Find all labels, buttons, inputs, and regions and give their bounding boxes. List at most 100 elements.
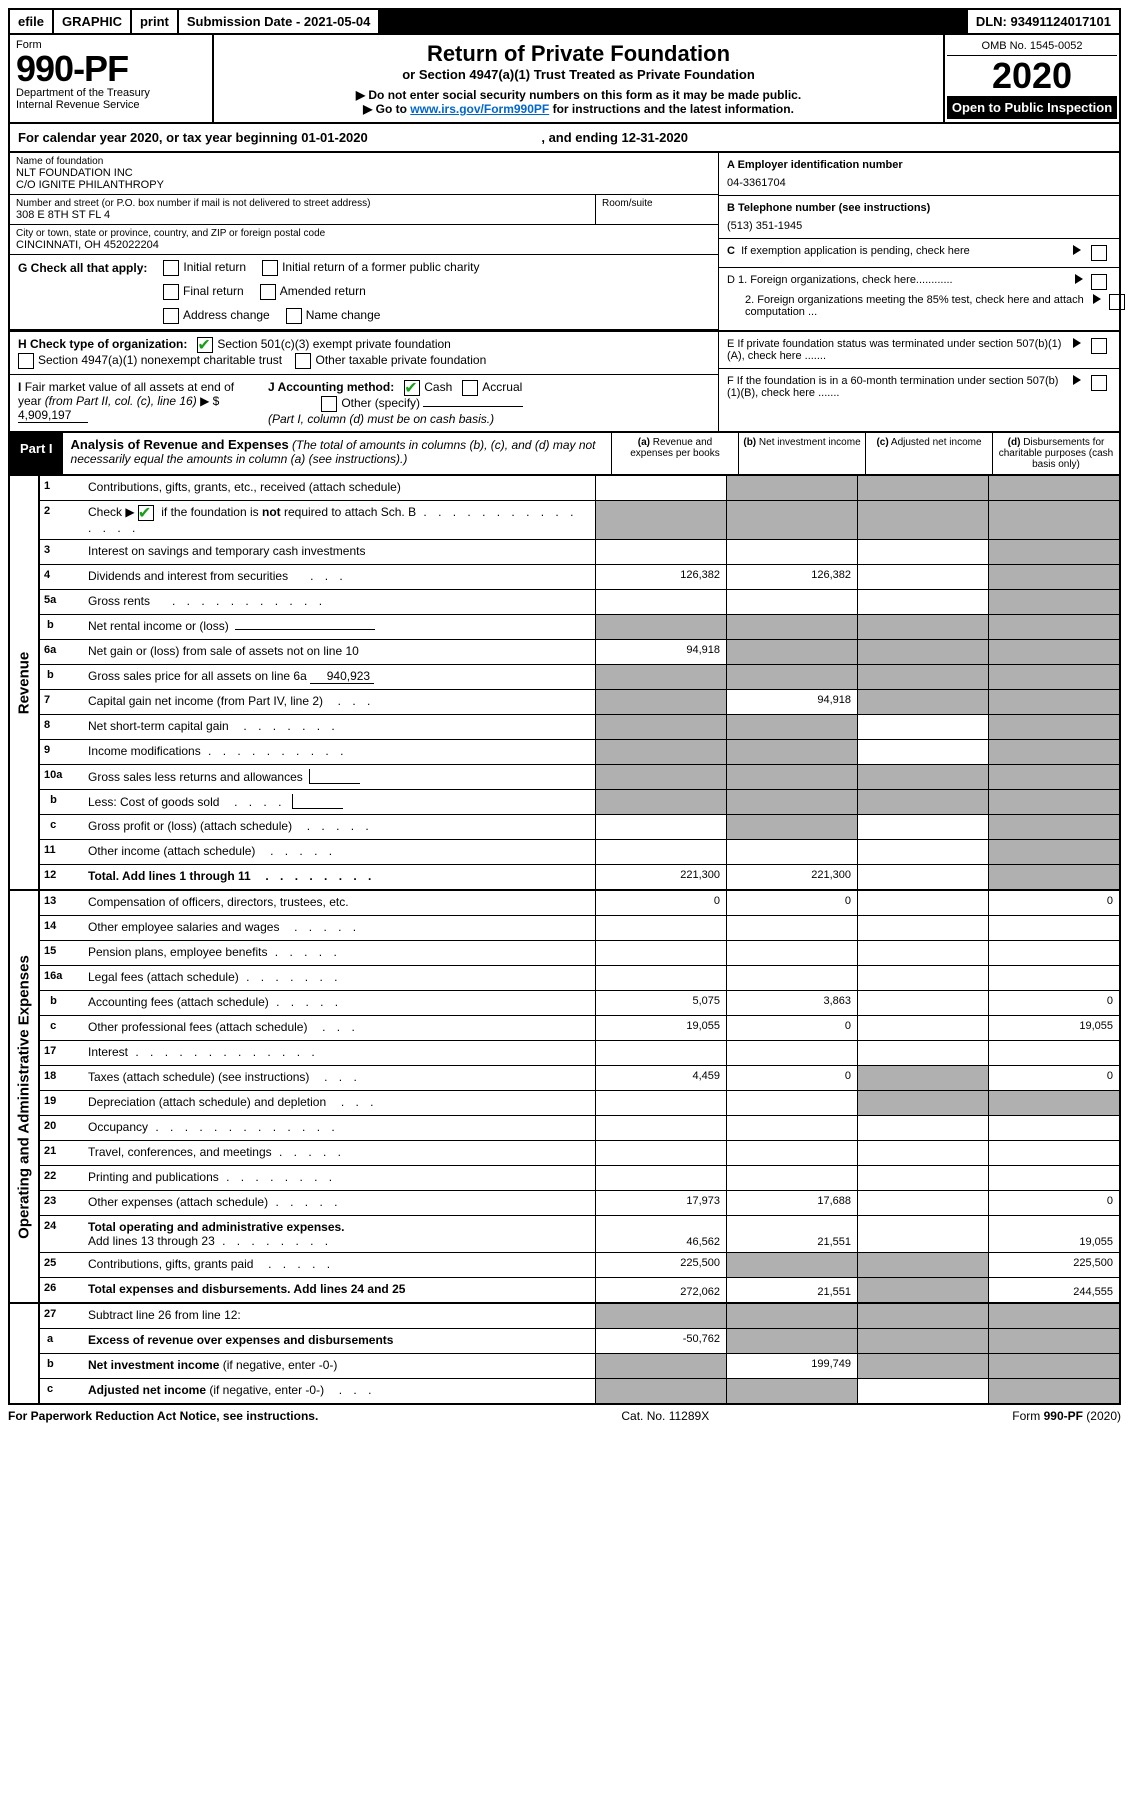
row-16c-desc: Other professional fees (attach schedule… [84, 1016, 595, 1040]
row-4-col-a: 126,382 [595, 565, 726, 589]
checkbox-initial-former[interactable] [262, 260, 278, 276]
checkbox-501c3[interactable] [197, 337, 213, 353]
identification-grid: Name of foundation NLT FOUNDATION INC C/… [8, 153, 1121, 332]
row-17-desc: Interest . . . . . . . . . . . . . [84, 1041, 595, 1065]
row-24-col-a: 46,562 [595, 1216, 726, 1252]
phone-label: B Telephone number (see instructions) [727, 202, 1111, 214]
irs-label: Internal Revenue Service [16, 99, 206, 111]
room-suite-label: Room/suite [602, 198, 712, 209]
row-13-col-d: 0 [988, 891, 1119, 915]
row-18-col-b: 0 [726, 1066, 857, 1090]
row-27b-col-b: 199,749 [726, 1354, 857, 1378]
form-subtitle: or Section 4947(a)(1) Trust Treated as P… [220, 67, 937, 82]
col-a-header: (a) Revenue and expenses per books [611, 433, 738, 474]
row-12-col-b: 221,300 [726, 865, 857, 889]
city-value: CINCINNATI, OH 452022204 [16, 239, 712, 251]
checkbox-f[interactable] [1091, 375, 1107, 391]
opex-table: Operating and Administrative Expenses 13… [8, 891, 1121, 1304]
row-26-desc: Total expenses and disbursements. Add li… [84, 1278, 595, 1302]
instruction-1: ▶ Do not enter social security numbers o… [220, 88, 937, 102]
row-16b-col-b: 3,863 [726, 991, 857, 1015]
row-20-desc: Occupancy . . . . . . . . . . . . . [84, 1116, 595, 1140]
efile-label[interactable]: efile [10, 10, 54, 33]
row-25-desc: Contributions, gifts, grants paid . . . … [84, 1253, 595, 1277]
section-h: H Check type of organization: Section 50… [10, 332, 718, 375]
row-13-col-a: 0 [595, 891, 726, 915]
col-c-header: (c) Adjusted net income [865, 433, 992, 474]
checkbox-cash[interactable] [404, 380, 420, 396]
part-1-header: Part I Analysis of Revenue and Expenses … [8, 433, 1121, 476]
row-23-col-d: 0 [988, 1191, 1119, 1215]
open-to-public: Open to Public Inspection [947, 96, 1117, 119]
bottom-table: 27Subtract line 26 from line 12: aExcess… [8, 1304, 1121, 1405]
checkbox-4947[interactable] [18, 353, 34, 369]
section-g: G Check all that apply: Initial return I… [10, 255, 718, 330]
omb-number: OMB No. 1545-0052 [947, 37, 1117, 56]
row-24-col-b: 21,551 [726, 1216, 857, 1252]
arrow-icon [1073, 338, 1081, 348]
print-label[interactable]: print [132, 10, 179, 33]
checkbox-name-change[interactable] [286, 308, 302, 324]
checkbox-c[interactable] [1091, 245, 1107, 261]
checkbox-amended-return[interactable] [260, 284, 276, 300]
row-12-col-a: 221,300 [595, 865, 726, 889]
phone-value: (513) 351-1945 [727, 220, 1111, 232]
checkbox-d1[interactable] [1091, 274, 1107, 290]
checkbox-d2[interactable] [1109, 294, 1125, 310]
address-label: Number and street (or P.O. box number if… [16, 198, 589, 209]
irs-link[interactable]: www.irs.gov/Form990PF [410, 102, 549, 116]
row-16c-col-b: 0 [726, 1016, 857, 1040]
section-e-text: E If private foundation status was termi… [727, 338, 1067, 362]
footer-right: Form 990-PF (2020) [1012, 1409, 1121, 1423]
row-10b-desc: Less: Cost of goods sold . . . . [84, 790, 595, 814]
row-6a-desc: Net gain or (loss) from sale of assets n… [84, 640, 595, 664]
row-6b-desc: Gross sales price for all assets on line… [84, 665, 595, 689]
arrow-icon [1073, 245, 1081, 255]
checkbox-final-return[interactable] [163, 284, 179, 300]
foundation-name-1: NLT FOUNDATION INC [16, 167, 712, 179]
footer-mid: Cat. No. 11289X [621, 1409, 709, 1423]
tax-year: 2020 [947, 56, 1117, 96]
row-24-col-d: 19,055 [988, 1216, 1119, 1252]
form-header: Form 990-PF Department of the Treasury I… [8, 35, 1121, 124]
checkbox-schb[interactable] [138, 505, 154, 521]
section-d2-text: 2. Foreign organizations meeting the 85%… [745, 294, 1089, 318]
row-7-desc: Capital gain net income (from Part IV, l… [84, 690, 595, 714]
checkbox-other-method[interactable] [321, 396, 337, 412]
row-24-desc: Total operating and administrative expen… [84, 1216, 595, 1252]
opex-side-label: Operating and Administrative Expenses [16, 955, 33, 1239]
row-8-desc: Net short-term capital gain . . . . . . … [84, 715, 595, 739]
row-7-col-b: 94,918 [726, 690, 857, 714]
checkbox-other-taxable[interactable] [295, 353, 311, 369]
checkbox-e[interactable] [1091, 338, 1107, 354]
address-value: 308 E 8TH ST FL 4 [16, 209, 589, 221]
footer-left: For Paperwork Reduction Act Notice, see … [8, 1409, 318, 1423]
row-23-col-a: 17,973 [595, 1191, 726, 1215]
section-f-text: F If the foundation is in a 60-month ter… [727, 375, 1067, 399]
row-14-desc: Other employee salaries and wages . . . … [84, 916, 595, 940]
row-13-col-b: 0 [726, 891, 857, 915]
footer: For Paperwork Reduction Act Notice, see … [8, 1405, 1121, 1427]
graphic-label[interactable]: GRAPHIC [54, 10, 132, 33]
row-21-desc: Travel, conferences, and meetings . . . … [84, 1141, 595, 1165]
col-d-header: (d) Disbursements for charitable purpose… [992, 433, 1119, 474]
arrow-icon [1075, 274, 1083, 284]
row-15-desc: Pension plans, employee benefits . . . .… [84, 941, 595, 965]
g-label: G Check all that apply: [18, 261, 147, 275]
row-18-desc: Taxes (attach schedule) (see instruction… [84, 1066, 595, 1090]
row-27c-desc: Adjusted net income (if negative, enter … [84, 1379, 595, 1403]
city-label: City or town, state or province, country… [16, 228, 712, 239]
checkbox-accrual[interactable] [462, 380, 478, 396]
section-d1-text: D 1. Foreign organizations, check here..… [727, 274, 1071, 286]
checkbox-address-change[interactable] [163, 308, 179, 324]
section-c-text: C C If exemption application is pending,… [727, 245, 1067, 257]
row-25-col-d: 225,500 [988, 1253, 1119, 1277]
row-25-col-a: 225,500 [595, 1253, 726, 1277]
ein-value: 04-3361704 [727, 177, 1111, 189]
analysis-title: Analysis of Revenue and Expenses [71, 437, 289, 452]
col-b-header: (b) Net investment income [738, 433, 865, 474]
checkbox-initial-return[interactable] [163, 260, 179, 276]
row-5b-desc: Net rental income or (loss) [84, 615, 595, 639]
row-27b-desc: Net investment income (if negative, ente… [84, 1354, 595, 1378]
row-3-desc: Interest on savings and temporary cash i… [84, 540, 595, 564]
